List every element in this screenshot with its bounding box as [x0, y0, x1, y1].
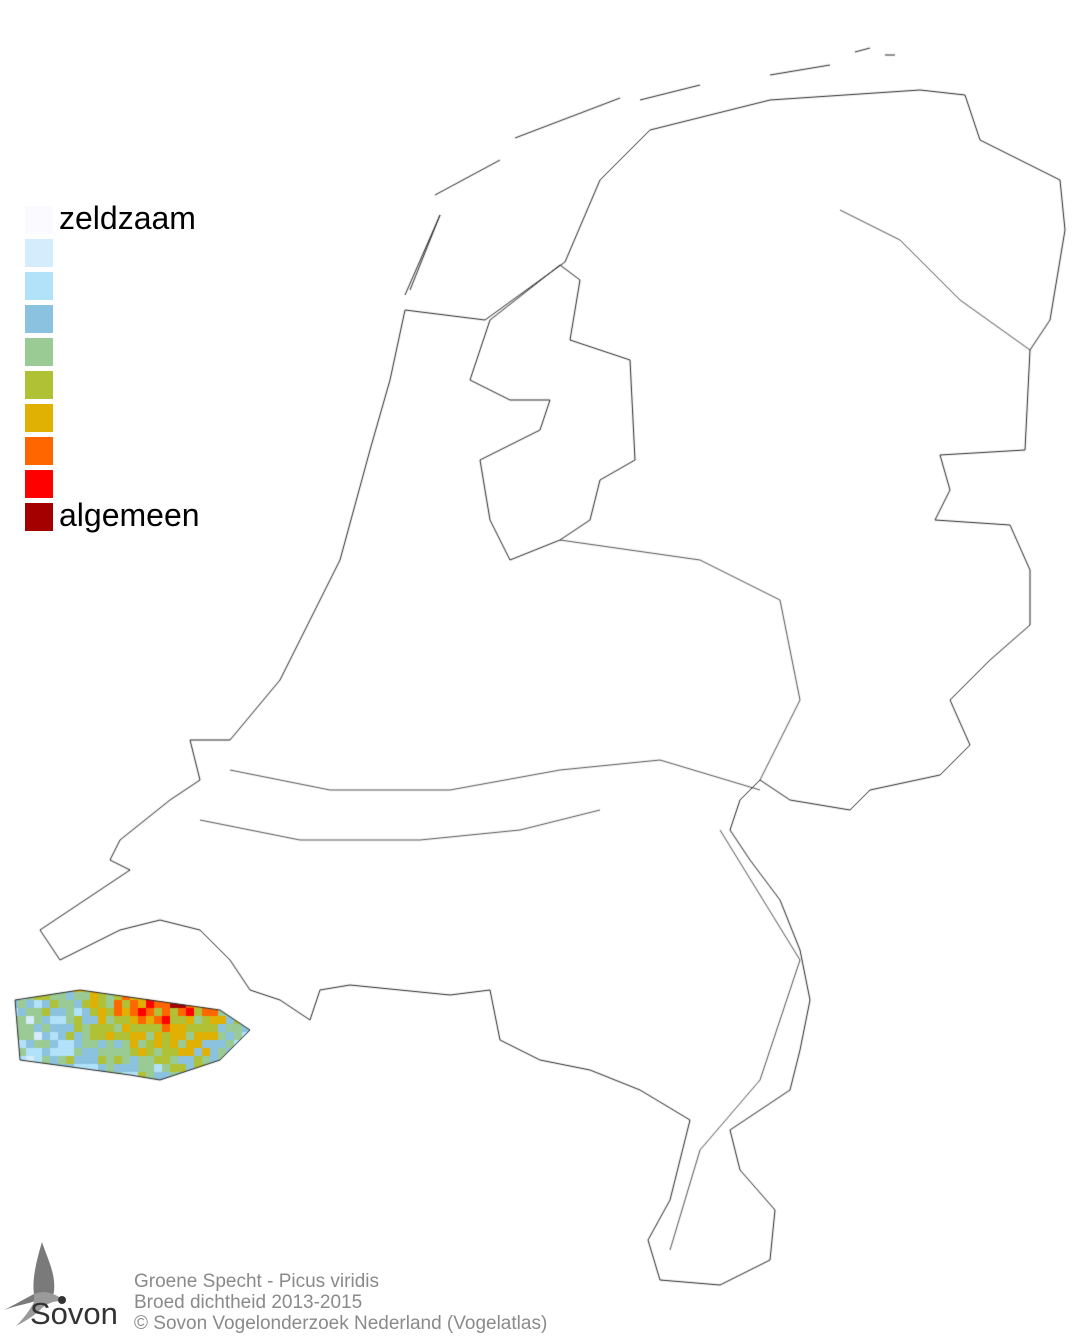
legend-swatch: [25, 503, 53, 531]
map-caption: Groene Specht - Picus viridis Broed dich…: [134, 1271, 547, 1334]
copyright: © Sovon Vogelonderzoek Nederland (Vogela…: [134, 1313, 548, 1334]
legend-swatch: [25, 239, 53, 267]
legend-swatch: [25, 272, 53, 300]
legend-swatch: [25, 404, 53, 432]
legend-label: zeldzaam: [59, 200, 196, 236]
sovon-logo-text: Sovon: [30, 1296, 118, 1331]
legend-swatch: [25, 338, 53, 366]
period-subtitle: Broed dichtheid 2013-2015: [134, 1292, 363, 1313]
legend-swatch: [25, 437, 53, 465]
species-title: Groene Specht - Picus viridis: [134, 1271, 379, 1292]
legend-label: algemeen: [59, 497, 200, 533]
swallow-icon: [4, 1242, 66, 1326]
legend-swatch: [25, 371, 53, 399]
legend-swatch: [25, 206, 53, 234]
legend-swatch: [25, 470, 53, 498]
legend-swatch: [25, 305, 53, 333]
